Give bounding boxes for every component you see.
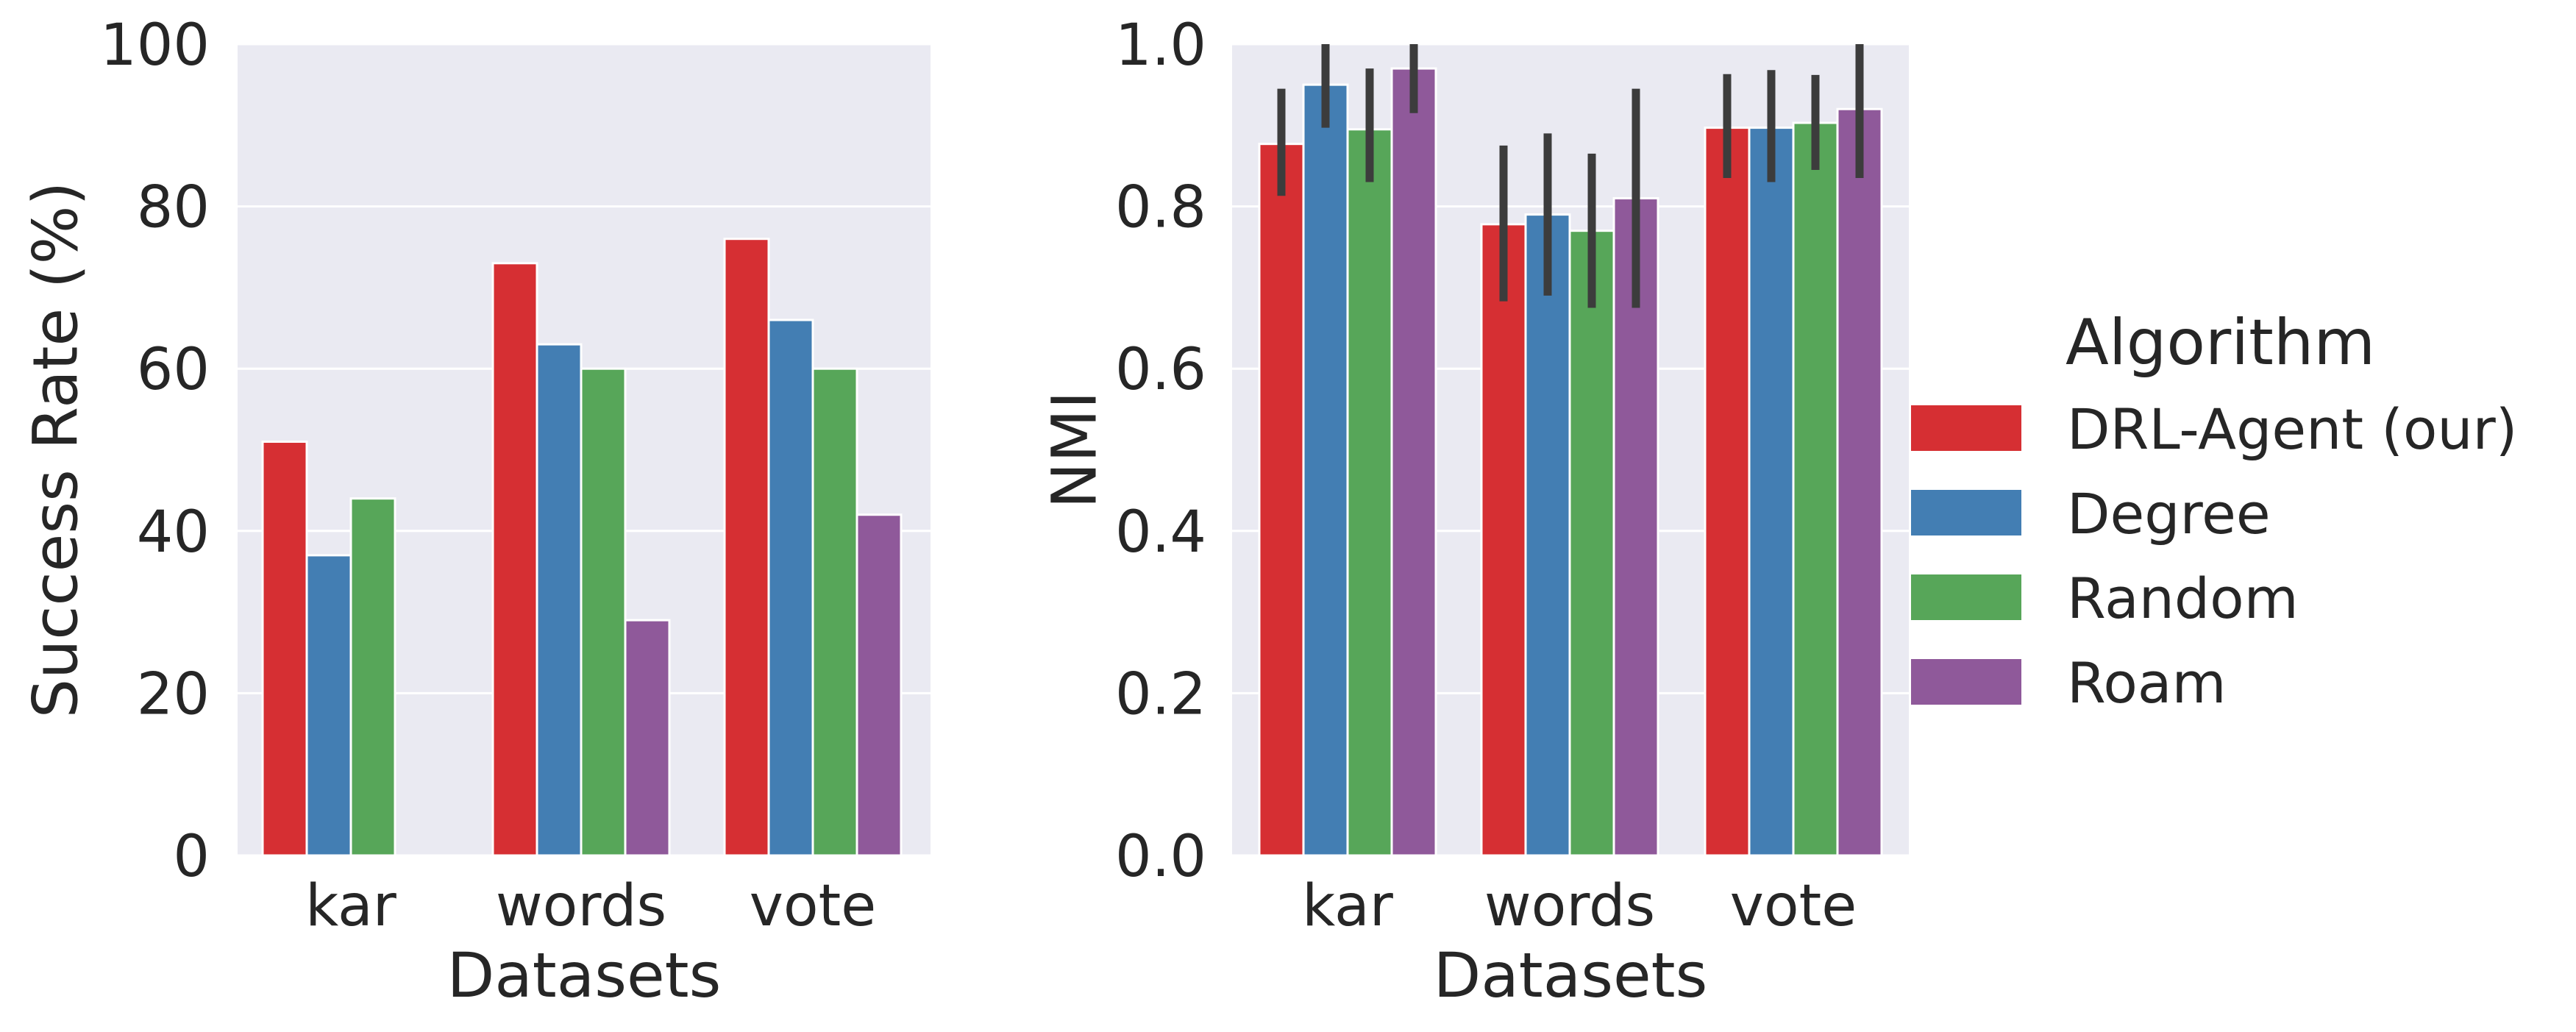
bar: [1836, 107, 1883, 857]
bar: [305, 554, 352, 857]
legend-label: DRL-Agent (our): [2067, 396, 2517, 462]
bar: [491, 262, 538, 857]
legend-swatch: [1911, 574, 2021, 620]
bar: [1480, 223, 1527, 857]
bar: [1346, 128, 1393, 857]
y-tick-label: 60: [137, 337, 210, 403]
nmi-x-axis-label: Datasets: [1434, 939, 1708, 1011]
success-rate-x-axis-label: Datasets: [447, 939, 722, 1011]
y-tick-label: 80: [137, 175, 210, 241]
y-tick-label: 0.8: [1115, 175, 1206, 241]
bar: [811, 367, 858, 857]
y-tick-label: 0.4: [1115, 499, 1206, 566]
y-tick-label: 0.0: [1115, 824, 1206, 890]
y-tick-label: 100: [100, 13, 210, 79]
legend-swatch: [1911, 659, 2021, 705]
bar: [1258, 143, 1305, 857]
bar: [349, 497, 396, 857]
x-tick-label: words: [1484, 873, 1655, 939]
success-rate-chart: Success Rate (%) Datasets 0 20 40 60 80 100 ka…: [19, 13, 931, 1011]
bar: [1524, 213, 1571, 857]
legend-swatch: [1911, 405, 2021, 451]
bar: [1390, 67, 1437, 857]
bar: [723, 238, 770, 857]
nmi-y-axis-label: NMI: [1038, 391, 1110, 508]
nmi-chart: NMI Datasets 0.0 0.2 0.4 0.6 0.8 1.0 kar words v…: [1038, 13, 1909, 1011]
bar: [1302, 83, 1349, 857]
y-tick-label: 40: [137, 499, 210, 566]
success-rate-y-axis-label: Success Rate (%): [19, 182, 91, 719]
legend-label: Degree: [2067, 481, 2271, 547]
y-tick-label: 20: [137, 661, 210, 727]
y-tick-label: 1.0: [1115, 13, 1206, 79]
bar: [1748, 127, 1795, 857]
bar: [580, 367, 627, 857]
x-tick-label: words: [496, 873, 666, 939]
x-tick-label: vote: [750, 873, 876, 939]
bar: [624, 619, 671, 857]
bar: [261, 440, 308, 857]
x-tick-label: kar: [305, 873, 397, 939]
legend-title: Algorithm: [2066, 306, 2375, 380]
legend-label: Roam: [2067, 650, 2227, 716]
bar: [855, 513, 903, 857]
y-tick-label: 0: [173, 824, 210, 890]
legend: Algorithm DRL-Agent (our) Degree Random Roa…: [1911, 306, 2517, 716]
bar: [1704, 127, 1751, 857]
x-tick-label: kar: [1302, 873, 1394, 939]
legend-label: Random: [2067, 566, 2299, 631]
bar: [1568, 229, 1615, 857]
y-tick-label: 0.2: [1115, 661, 1206, 727]
legend-swatch: [1911, 490, 2021, 535]
bar: [536, 343, 583, 857]
bar: [767, 319, 814, 857]
y-tick-label: 0.6: [1115, 337, 1206, 403]
bar: [1792, 121, 1839, 857]
x-tick-label: vote: [1730, 873, 1857, 939]
